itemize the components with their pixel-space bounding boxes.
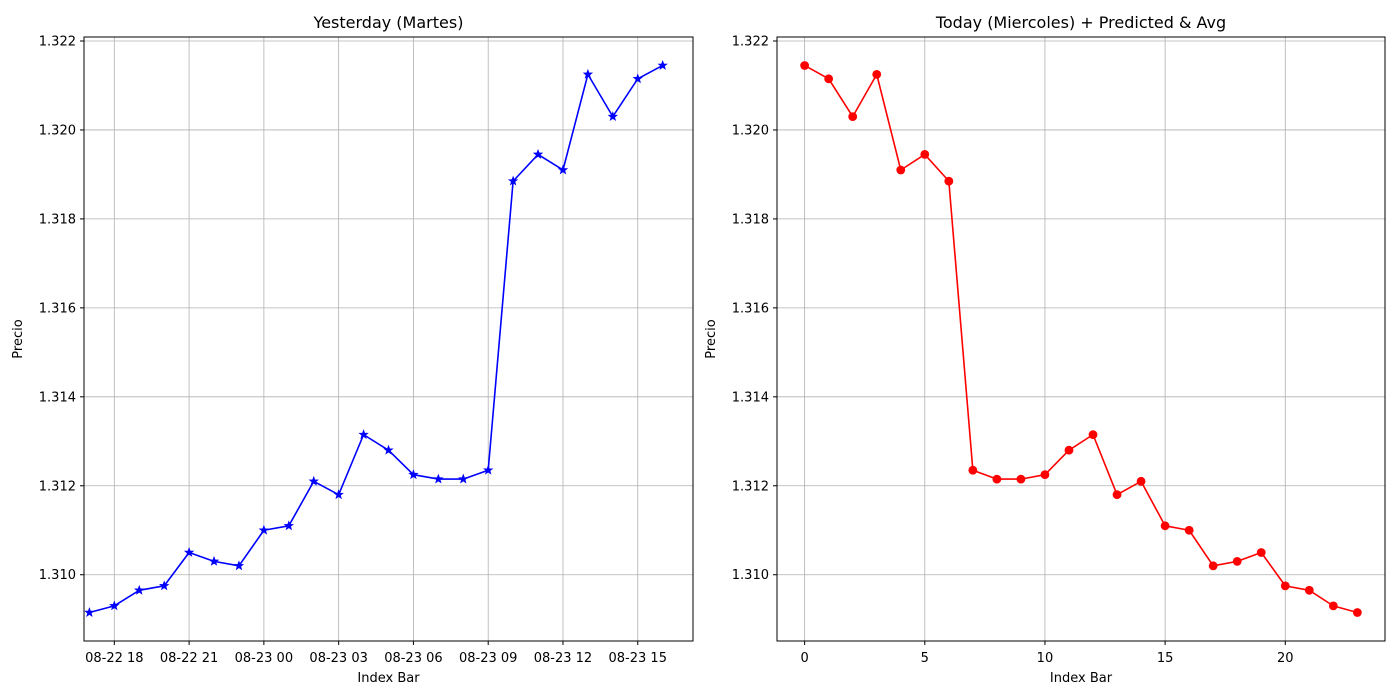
data-point-star bbox=[109, 600, 120, 611]
data-point-circle bbox=[1160, 521, 1170, 531]
x-tick-label: 0 bbox=[800, 651, 808, 666]
x-tick-label: 20 bbox=[1277, 651, 1294, 666]
x-tick-label: 08-23 03 bbox=[309, 651, 367, 666]
data-point-star bbox=[308, 475, 319, 486]
data-point-circle bbox=[1112, 490, 1122, 500]
chart-title: Today (Miercoles) + Predicted & Avg bbox=[935, 13, 1226, 32]
chart-today: 0 5 10 15 20 1.310 1.312 1.314 1.316 1.318 1.320 1.… bbox=[704, 13, 1386, 686]
y-tick-label: 1.316 bbox=[39, 301, 76, 316]
y-tick-label: 1.314 bbox=[39, 390, 76, 405]
y-tick-label: 1.318 bbox=[732, 212, 769, 227]
x-axis-label: Index Bar bbox=[357, 671, 420, 686]
plot-area bbox=[777, 37, 1385, 641]
data-point-star bbox=[632, 73, 643, 84]
y-tick-label: 1.310 bbox=[39, 568, 76, 583]
data-point-star bbox=[458, 473, 469, 484]
data-point-star bbox=[258, 524, 270, 535]
y-tick-label: 1.322 bbox=[732, 35, 769, 50]
data-point-circle bbox=[1280, 581, 1290, 591]
data-point-circle bbox=[1256, 548, 1266, 557]
x-tick-label: 08-22 21 bbox=[160, 651, 218, 666]
data-point-star bbox=[134, 584, 145, 595]
data-point-circle bbox=[1328, 601, 1338, 611]
data-point-star bbox=[532, 148, 544, 159]
data-point-star bbox=[408, 469, 419, 480]
axes-frame bbox=[776, 36, 1386, 642]
y-tick-label: 1.322 bbox=[39, 35, 76, 50]
data-point-star bbox=[233, 560, 245, 571]
data-point-star bbox=[582, 68, 594, 79]
y-tick-label: 1.316 bbox=[732, 301, 769, 316]
x-axis-label: Index Bar bbox=[1050, 671, 1113, 686]
data-point-star bbox=[483, 464, 494, 475]
y-tick-label: 1.312 bbox=[39, 479, 76, 494]
data-point-circle bbox=[944, 176, 954, 186]
data-point-circle bbox=[920, 150, 930, 159]
data-point-circle bbox=[1088, 430, 1098, 440]
data-point-circle bbox=[1016, 474, 1026, 484]
data-point-star bbox=[208, 555, 220, 566]
x-tick-label: 08-23 15 bbox=[609, 651, 667, 666]
data-point-star bbox=[358, 429, 369, 440]
data-point-circle bbox=[800, 61, 810, 70]
series-line bbox=[804, 64, 1358, 614]
y-tick-label: 1.310 bbox=[732, 568, 769, 583]
series-line bbox=[89, 64, 664, 614]
y-tick-label: 1.318 bbox=[39, 212, 76, 227]
data-point-circle bbox=[1064, 445, 1074, 455]
data-point-star bbox=[84, 607, 95, 617]
y-tick-label: 1.320 bbox=[732, 123, 769, 138]
data-point-circle bbox=[896, 165, 906, 175]
data-point-circle bbox=[872, 69, 882, 79]
x-tick-label: 08-22 18 bbox=[85, 651, 143, 666]
data-point-star bbox=[183, 547, 195, 557]
data-point-star bbox=[433, 473, 444, 484]
data-point-star bbox=[383, 444, 394, 455]
data-point-circle bbox=[1184, 525, 1194, 535]
y-axis-label: Precio bbox=[11, 319, 26, 358]
data-point-circle bbox=[1232, 556, 1242, 566]
x-tick-label: 08-23 06 bbox=[384, 651, 442, 666]
data-point-circle bbox=[968, 465, 978, 475]
x-tick-label: 08-23 12 bbox=[534, 651, 592, 666]
data-point-circle bbox=[848, 112, 858, 122]
y-tick-label: 1.314 bbox=[732, 390, 769, 405]
data-point-circle bbox=[992, 474, 1002, 484]
plot-area bbox=[84, 37, 693, 641]
x-tick-label: 08-23 00 bbox=[235, 651, 293, 666]
data-point-circle bbox=[1040, 470, 1050, 480]
data-point-circle bbox=[1136, 476, 1146, 486]
data-point-star bbox=[158, 580, 170, 591]
data-point-circle bbox=[1208, 561, 1218, 571]
x-tick-label: 5 bbox=[921, 651, 929, 666]
data-point-circle bbox=[1304, 585, 1314, 595]
chart-title: Yesterday (Martes) bbox=[313, 13, 464, 32]
data-point-circle bbox=[1352, 608, 1362, 617]
data-point-star bbox=[557, 164, 569, 175]
x-tick-label: 15 bbox=[1157, 651, 1174, 666]
data-point-star bbox=[607, 111, 619, 122]
y-tick-label: 1.312 bbox=[732, 479, 769, 494]
data-point-star bbox=[333, 489, 344, 500]
data-point-star bbox=[657, 60, 668, 70]
x-tick-label: 10 bbox=[1037, 651, 1054, 666]
axes-frame bbox=[83, 36, 694, 642]
y-tick-label: 1.320 bbox=[39, 123, 76, 138]
chart-yesterday: 08-22 18 08-22 21 08-23 00 08-23 03 08-23 06… bbox=[11, 13, 694, 686]
y-axis-label: Precio bbox=[704, 319, 719, 358]
data-point-star bbox=[283, 520, 294, 531]
data-point-circle bbox=[824, 74, 834, 84]
x-tick-label: 08-23 09 bbox=[459, 651, 517, 666]
data-point-star bbox=[507, 175, 519, 186]
